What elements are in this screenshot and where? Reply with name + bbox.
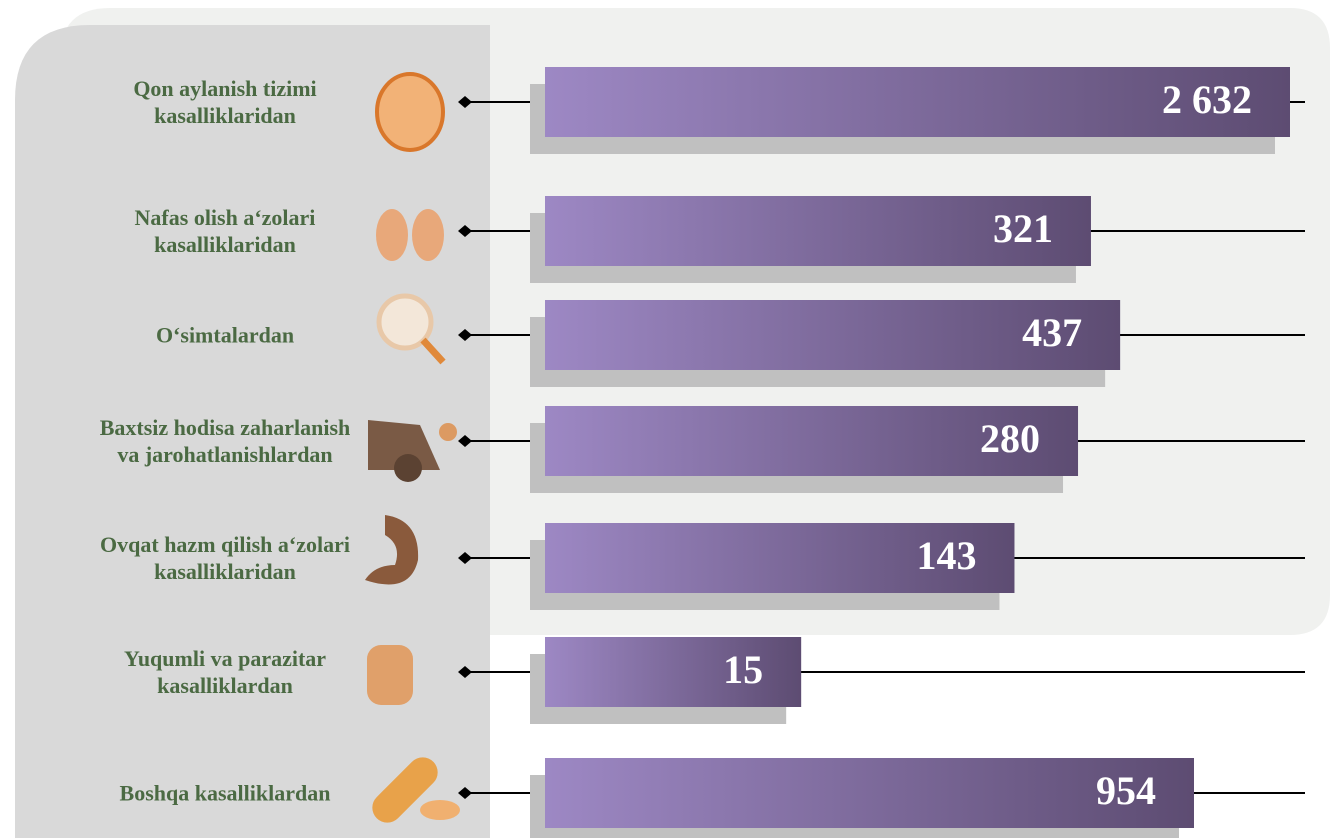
icons (365, 72, 460, 823)
value-label: 2 632 (1162, 77, 1252, 122)
side-panel (15, 25, 490, 838)
bar (545, 637, 802, 707)
bar (545, 758, 1194, 828)
connector-diamond (458, 552, 472, 564)
connector-diamond (458, 96, 472, 108)
tumor-icon (376, 293, 434, 351)
category-label: Qon aylanish tizimi kasalliklaridan (133, 76, 317, 128)
lung-icon (412, 209, 444, 261)
hand-icon (367, 645, 413, 705)
bar (545, 67, 1290, 137)
connector-diamond (458, 435, 472, 447)
pill-icon (372, 757, 438, 823)
heart-icon (375, 72, 445, 152)
category-label: O‘simtalardan (155, 322, 295, 348)
accident-icon (368, 420, 440, 470)
value-label: 143 (916, 533, 976, 578)
bar (545, 300, 1121, 370)
connector-diamond (458, 329, 472, 341)
accident-icon (439, 423, 457, 441)
bar (545, 523, 1015, 593)
value-label: 15 (723, 647, 763, 692)
category-label: Yuqumli va parazitar kasalliklardan (123, 646, 327, 698)
pill-icon (420, 800, 460, 820)
lung-icon (376, 209, 408, 261)
accident-icon (394, 454, 422, 482)
category-label: Boshqa kasalliklardan (119, 780, 331, 806)
tumor-icon (420, 337, 446, 365)
bar (545, 196, 1091, 266)
stomach-icon (365, 515, 419, 585)
value-label: 280 (980, 416, 1040, 461)
bar (545, 406, 1079, 476)
connector-diamond (458, 787, 472, 799)
connector-diamond (458, 666, 472, 678)
category-label: Baxtsiz hodisa zaharlanish va jarohatlan… (99, 415, 351, 467)
connector-diamond (458, 225, 472, 237)
value-label: 437 (1022, 310, 1082, 355)
value-label: 321 (993, 206, 1053, 251)
value-label: 954 (1096, 768, 1156, 813)
category-label: Nafas olish a‘zolari kasalliklaridan (134, 205, 316, 257)
category-label: Ovqat hazm qilish a‘zolari kasalliklarid… (100, 532, 350, 584)
